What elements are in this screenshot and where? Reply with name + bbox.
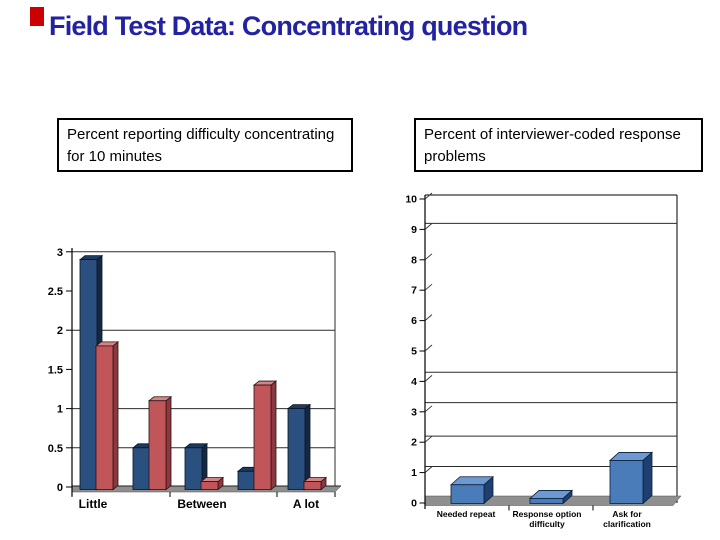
y-tick-label: 1 bbox=[57, 404, 63, 416]
right-chart: 0 1 2 3 4 5 6 7 8 9 10 Needed repeat Response option… bbox=[405, 192, 682, 529]
bar-front bbox=[609, 460, 644, 504]
y-tick-label: 8 bbox=[411, 254, 417, 266]
depth-tick bbox=[424, 283, 433, 291]
x-category-label: clarification bbox=[603, 519, 651, 529]
bar-side bbox=[112, 341, 119, 491]
y-tick-label: 2.5 bbox=[48, 286, 63, 298]
bar-front bbox=[303, 481, 322, 490]
depth-tick bbox=[424, 223, 433, 230]
y-tick-label: 0.5 bbox=[48, 443, 63, 455]
y-tick-label: 10 bbox=[405, 194, 417, 206]
bar-front bbox=[450, 484, 485, 504]
depth-tick bbox=[424, 435, 433, 443]
bar-side bbox=[304, 403, 311, 491]
bar-front bbox=[184, 447, 203, 490]
y-tick-label: 2 bbox=[411, 437, 417, 449]
x-category-label: Ask for bbox=[612, 509, 642, 519]
depth-tick bbox=[424, 344, 433, 352]
x-category-label: A lot bbox=[293, 497, 319, 511]
depth-tick bbox=[424, 253, 433, 261]
depth-tick bbox=[424, 192, 433, 200]
y-tick-label: 1.5 bbox=[48, 364, 63, 376]
x-category-label: difficulty bbox=[529, 519, 565, 529]
bar-front bbox=[148, 400, 167, 490]
y-tick-label: 9 bbox=[411, 224, 417, 236]
slide-title: Field Test Data: Concentrating question bbox=[49, 11, 528, 41]
depth-tick bbox=[424, 314, 433, 321]
x-category-label: Needed repeat bbox=[437, 509, 496, 519]
bar-side bbox=[642, 451, 653, 505]
depth-tick bbox=[424, 375, 433, 382]
accent-rect bbox=[30, 7, 44, 26]
y-tick-label: 5 bbox=[411, 346, 417, 358]
depth-tick bbox=[424, 466, 433, 473]
y-tick-label: 6 bbox=[411, 315, 417, 327]
bar-front bbox=[253, 384, 272, 490]
bar-front bbox=[79, 259, 98, 490]
y-tick-label: 4 bbox=[411, 376, 417, 388]
y-tick-label: 1 bbox=[411, 467, 417, 479]
y-tick-label: 3 bbox=[57, 247, 63, 259]
y-tick-label: 0 bbox=[411, 498, 417, 510]
y-tick-label: 3 bbox=[411, 406, 417, 418]
left-chart: 0 0.5 1 1.5 2 2.5 3 Little Between A lot bbox=[48, 247, 342, 511]
x-category-label: Between bbox=[177, 497, 226, 511]
bar-front bbox=[200, 481, 219, 490]
x-category-label: Little bbox=[79, 497, 108, 511]
bar-front bbox=[132, 447, 151, 490]
y-tick-label: 0 bbox=[57, 482, 63, 494]
right-chart-caption: Percent of interviewer-coded response pr… bbox=[414, 118, 703, 172]
bar-front bbox=[287, 408, 306, 490]
bar-side bbox=[165, 395, 172, 491]
y-tick-label: 7 bbox=[411, 285, 417, 297]
bar-front bbox=[529, 498, 564, 504]
y-tick-label: 2 bbox=[57, 325, 63, 337]
bar-front bbox=[95, 345, 114, 490]
depth-tick bbox=[424, 405, 433, 413]
x-category-label: Response option bbox=[513, 509, 582, 519]
bar-side bbox=[270, 380, 277, 491]
bar-front bbox=[237, 470, 256, 490]
left-chart-caption: Percent reporting difficulty concentrati… bbox=[57, 118, 353, 172]
